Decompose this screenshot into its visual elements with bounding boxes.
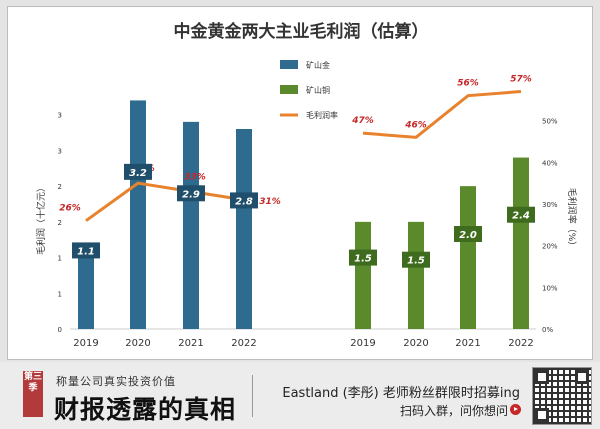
margin-label: 46% <box>404 120 427 130</box>
margin-label: 26% <box>59 204 81 214</box>
season-badge: 第三季 <box>23 371 43 417</box>
y-tick-left: 3 <box>58 147 62 155</box>
bar-2020 <box>408 222 424 329</box>
value-label: 2.0 <box>459 230 477 241</box>
margin-label: 33% <box>184 173 206 183</box>
plot-area: 26%35%33%31%1.13.22.92.847%46%56%57%1.51… <box>59 75 535 330</box>
y-tick-right: 50% <box>542 118 558 126</box>
legend-label: 毛利润率 <box>306 110 338 120</box>
value-label: 2.9 <box>182 189 200 200</box>
x-tick-label: 2021 <box>455 338 480 349</box>
margin-label: 56% <box>457 79 479 89</box>
legend-label: 矿山金 <box>306 60 330 70</box>
legend-swatch <box>280 85 298 94</box>
group-recruit-text: Eastland (李彤) 老师粉丝群限时招募ing <box>282 382 520 401</box>
x-tick-label: 2022 <box>231 338 256 349</box>
legend-swatch <box>280 60 298 69</box>
value-label: 1.5 <box>407 256 425 267</box>
value-label: 1.1 <box>77 246 95 257</box>
bar-2019 <box>355 222 371 329</box>
y-tick-left: 3 <box>58 112 62 120</box>
qr-code-icon[interactable] <box>532 367 592 425</box>
margin-label: 57% <box>510 75 532 85</box>
chart-panel: 中金黄金两大主业毛利润（估算） 毛利润（十亿元） 毛利润率（%） 矿山金矿山铜毛… <box>7 6 593 360</box>
x-tick-label: 2022 <box>508 338 533 349</box>
value-label: 3.2 <box>129 168 147 179</box>
x-tick-label: 2021 <box>178 338 203 349</box>
bar-2021 <box>183 122 199 329</box>
margin-line <box>86 183 244 221</box>
margin-label: 31% <box>259 197 281 207</box>
x-tick-label: 2019 <box>73 338 98 349</box>
value-label: 2.4 <box>512 211 530 222</box>
divider <box>252 375 253 417</box>
value-label: 1.5 <box>354 254 372 265</box>
y-tick-left: 2 <box>58 219 62 227</box>
x-tick-label: 2020 <box>403 338 428 349</box>
arrow-right-icon[interactable] <box>510 404 521 415</box>
y-tick-left: 2 <box>58 183 62 191</box>
footer-main-title: 财报透露的真相 <box>54 390 236 426</box>
y-axis-right-label: 毛利润率（%） <box>566 188 578 251</box>
bar-2022 <box>236 129 252 329</box>
bar-2019 <box>78 250 94 329</box>
value-label: 2.8 <box>235 196 253 207</box>
x-tick-label: 2020 <box>125 338 150 349</box>
y-tick-right: 40% <box>542 159 558 167</box>
chart-title: 中金黄金两大主业毛利润（估算） <box>174 21 429 42</box>
footer-subtitle: 称量公司真实投资价值 <box>56 373 176 389</box>
y-tick-right: 20% <box>542 243 558 251</box>
scan-prompt-text: 扫码入群，问你想问 <box>400 402 508 419</box>
x-tick-label: 2019 <box>350 338 375 349</box>
bar-2021 <box>460 186 476 329</box>
bar-2022 <box>513 158 529 329</box>
footer-banner: 第三季 称量公司真实投资价值 财报透露的真相 Eastland (李彤) 老师粉… <box>0 362 600 429</box>
margin-label: 47% <box>351 116 374 126</box>
margin-line <box>363 92 521 138</box>
y-tick-right: 0% <box>542 326 553 334</box>
y-tick-left: 1 <box>58 255 62 263</box>
y-tick-left: 0 <box>58 326 62 334</box>
y-axis-left-label: 毛利润（十亿元） <box>35 183 47 255</box>
legend-label: 矿山铜 <box>306 85 330 95</box>
bar-2020 <box>130 100 146 329</box>
y-tick-right: 10% <box>542 284 558 292</box>
chart-svg: 中金黄金两大主业毛利润（估算） 毛利润（十亿元） 毛利润率（%） 矿山金矿山铜毛… <box>8 7 594 361</box>
y-tick-left: 1 <box>58 290 62 298</box>
y-tick-right: 30% <box>542 201 558 209</box>
